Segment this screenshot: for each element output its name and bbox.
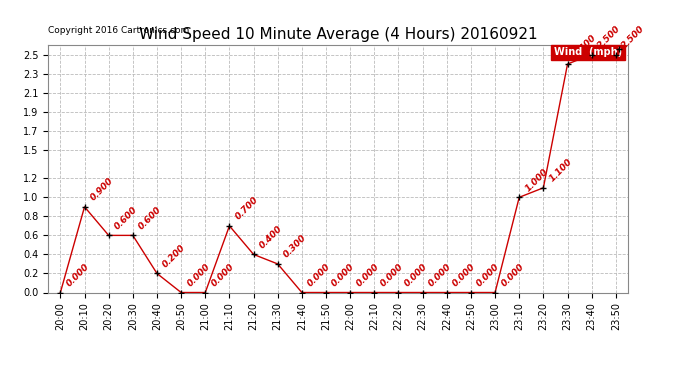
Text: 0.900: 0.900 bbox=[89, 176, 115, 203]
Text: Wind  (mph): Wind (mph) bbox=[554, 48, 622, 57]
Text: 0.000: 0.000 bbox=[427, 262, 453, 288]
Text: 0.000: 0.000 bbox=[65, 262, 91, 288]
Text: 0.000: 0.000 bbox=[475, 262, 502, 288]
Text: 2.500: 2.500 bbox=[620, 24, 647, 50]
Text: 0.000: 0.000 bbox=[379, 262, 405, 288]
Text: 0.300: 0.300 bbox=[282, 233, 308, 260]
Text: 0.000: 0.000 bbox=[355, 262, 381, 288]
Text: 0.000: 0.000 bbox=[451, 262, 477, 288]
Text: 0.000: 0.000 bbox=[331, 262, 357, 288]
Text: 0.600: 0.600 bbox=[113, 205, 139, 231]
Text: 0.200: 0.200 bbox=[161, 243, 188, 269]
Text: 0.000: 0.000 bbox=[403, 262, 429, 288]
Text: 0.600: 0.600 bbox=[137, 205, 164, 231]
Text: 0.400: 0.400 bbox=[258, 224, 284, 250]
Text: 1.100: 1.100 bbox=[548, 157, 574, 184]
Text: 0.000: 0.000 bbox=[186, 262, 212, 288]
Title: Wind Speed 10 Minute Average (4 Hours) 20160921: Wind Speed 10 Minute Average (4 Hours) 2… bbox=[139, 27, 538, 42]
Text: 2.400: 2.400 bbox=[572, 33, 598, 60]
Text: 0.000: 0.000 bbox=[306, 262, 333, 288]
Text: Copyright 2016 Cartronics.com: Copyright 2016 Cartronics.com bbox=[48, 26, 190, 35]
Text: 0.000: 0.000 bbox=[500, 262, 526, 288]
Text: 0.700: 0.700 bbox=[234, 195, 260, 222]
Text: 1.000: 1.000 bbox=[524, 167, 550, 193]
Text: 2.500: 2.500 bbox=[596, 24, 622, 50]
Text: 0.000: 0.000 bbox=[210, 262, 236, 288]
